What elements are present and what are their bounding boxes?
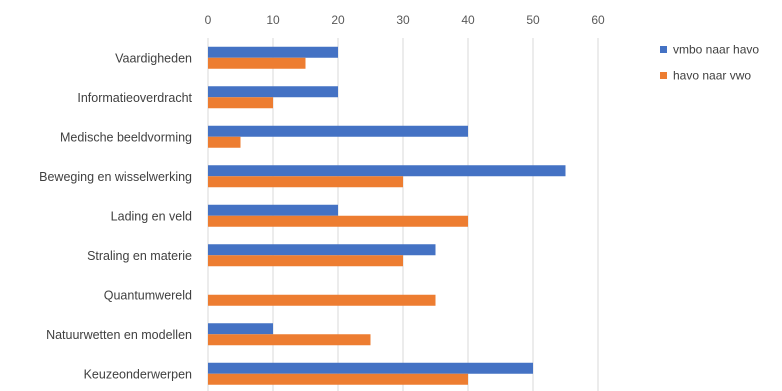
legend-swatch	[660, 72, 667, 79]
bar-vmbo-naar-havo	[208, 323, 273, 335]
bar-vmbo-naar-havo	[208, 86, 338, 98]
category-label: Informatieoverdracht	[77, 91, 192, 105]
x-tick-label: 0	[205, 13, 212, 27]
bar-havo-naar-vwo	[208, 215, 468, 227]
bar-vmbo-naar-havo	[208, 204, 338, 216]
bar-havo-naar-vwo	[208, 97, 273, 109]
category-label: Beweging en wisselwerking	[39, 170, 192, 184]
bar-havo-naar-vwo	[208, 334, 371, 346]
bar-vmbo-naar-havo	[208, 362, 533, 374]
category-label: Lading en veld	[111, 209, 192, 223]
bar-havo-naar-vwo	[208, 373, 468, 385]
legend-label: havo naar vwo	[673, 69, 751, 83]
bar-havo-naar-vwo	[208, 255, 403, 267]
legend-swatch	[660, 46, 667, 53]
category-label: Keuzeonderwerpen	[84, 367, 192, 381]
category-label: Quantumwereld	[104, 288, 192, 302]
bar-vmbo-naar-havo	[208, 165, 566, 177]
x-tick-label: 50	[526, 13, 540, 27]
category-label: Natuurwetten en modellen	[46, 328, 192, 342]
bar-vmbo-naar-havo	[208, 125, 468, 137]
bar-vmbo-naar-havo	[208, 46, 338, 58]
x-tick-label: 20	[331, 13, 345, 27]
bars	[208, 46, 566, 385]
category-label: Medische beeldvorming	[60, 130, 192, 144]
x-tick-label: 60	[591, 13, 605, 27]
category-labels: Vaardigheden Informatieoverdracht Medische…	[39, 51, 192, 381]
x-axis-tick-labels: 0 10 20 30 40 50 60	[205, 13, 605, 27]
bar-havo-naar-vwo	[208, 176, 403, 188]
legend-label: vmbo naar havo	[673, 43, 759, 57]
bar-havo-naar-vwo	[208, 294, 436, 306]
bar-havo-naar-vwo	[208, 136, 241, 148]
category-label: Straling en materie	[87, 249, 192, 263]
legend: vmbo naar havo havo naar vwo	[660, 43, 759, 83]
category-label: Vaardigheden	[115, 51, 192, 65]
bar-havo-naar-vwo	[208, 57, 306, 69]
bar-vmbo-naar-havo	[208, 244, 436, 256]
x-tick-label: 40	[461, 13, 475, 27]
x-tick-label: 30	[396, 13, 410, 27]
x-tick-label: 10	[266, 13, 280, 27]
